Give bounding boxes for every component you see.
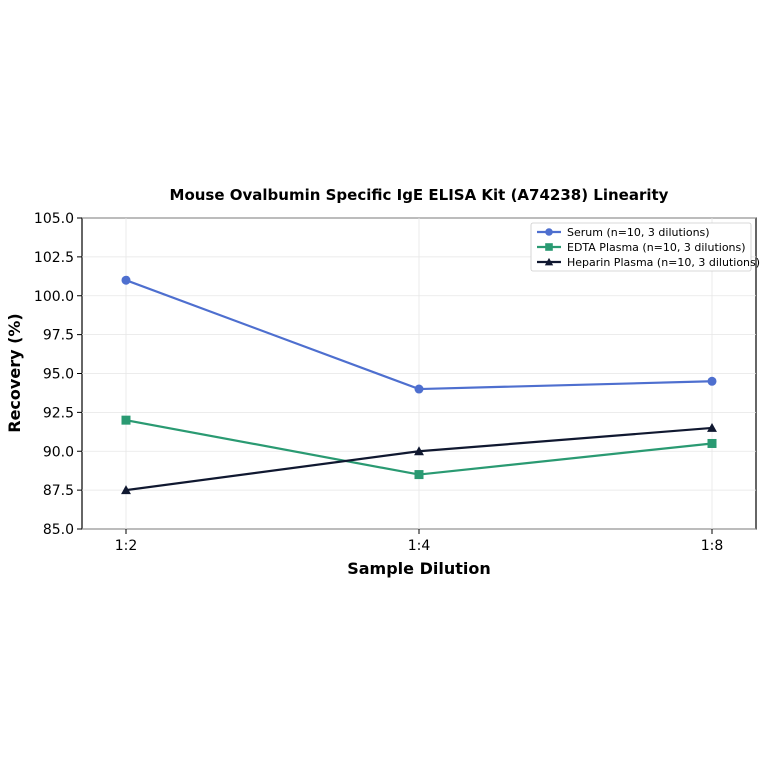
data-point [121,485,131,495]
y-tick-label: 92.5 [43,405,74,421]
y-tick-label: 85.0 [43,522,74,538]
y-tick-label: 102.5 [34,250,74,266]
chart-title: Mouse Ovalbumin Specific IgE ELISA Kit (… [170,186,669,204]
legend-label: EDTA Plasma (n=10, 3 dilutions) [567,241,746,254]
y-tick-label: 100.0 [34,289,74,305]
y-tick-label: 90.0 [43,444,74,460]
legend-box [530,222,752,272]
legend-marker [545,228,553,236]
series-3 [121,422,717,495]
y-tick-label: 97.5 [43,328,74,344]
data-point [121,415,131,425]
data-point [414,446,424,456]
legend-marker [544,257,554,266]
y-axis-label: Recovery (%) [5,313,24,432]
legend-marker [545,243,553,251]
data-point [707,438,717,448]
legend: Serum (n=10, 3 dilutions) EDTA Plasma (n=… [530,222,760,272]
y-tick-label: 87.5 [43,483,74,499]
data-point [707,376,717,386]
legend-label: Heparin Plasma (n=10, 3 dilutions) [567,256,760,269]
y-tick-label: 105.0 [34,211,74,227]
legend-label: Serum (n=10, 3 dilutions) [567,226,710,239]
x-tick-label: 1:4 [408,538,431,554]
legend-item: Serum (n=10, 3 dilutions) [537,226,710,239]
series-group [121,275,717,495]
x-axis: 1:2 1:4 1:8 [115,529,724,554]
series-2 [121,415,717,480]
x-axis-label: Sample Dilution [347,559,491,578]
y-axis: 85.0 87.5 90.0 92.5 95.0 97.5 100.0 102.5 105.0 [34,211,82,538]
x-tick-label: 1:2 [115,538,138,554]
y-tick-label: 95.0 [43,367,74,383]
data-point [707,422,717,432]
series-1 [121,275,717,394]
legend-item: EDTA Plasma (n=10, 3 dilutions) [537,241,746,254]
data-point [121,275,131,285]
x-tick-label: 1:8 [701,538,724,554]
data-point [414,470,424,480]
legend-item: Heparin Plasma (n=10, 3 dilutions) [537,256,760,269]
data-point [414,384,424,394]
